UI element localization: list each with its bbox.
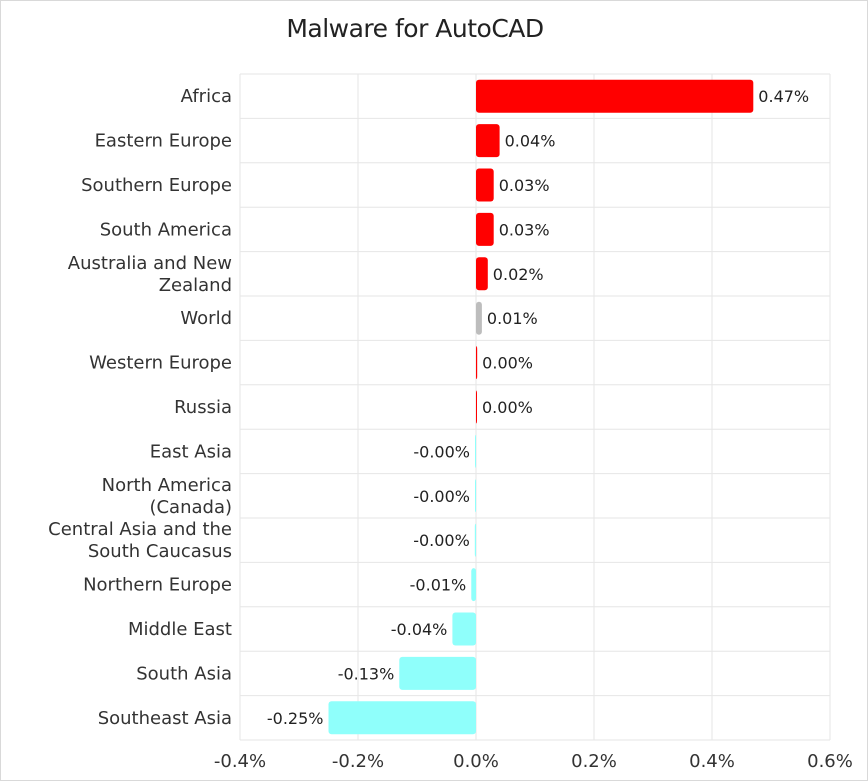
x-tick-label: 0.6% xyxy=(807,751,853,772)
category-label: Africa xyxy=(181,86,232,107)
category-label-line: Western Europe xyxy=(89,353,232,374)
bar xyxy=(471,568,476,602)
bar xyxy=(476,124,500,158)
x-tick-label: -0.4% xyxy=(214,751,266,772)
category-label: South America xyxy=(100,219,232,240)
bar xyxy=(476,212,494,246)
data-label: 0.03% xyxy=(499,220,550,239)
category-label: Russia xyxy=(174,397,232,418)
data-label: 0.01% xyxy=(487,309,538,328)
data-label: -0.25% xyxy=(267,709,324,728)
category-label: Southern Europe xyxy=(81,175,232,196)
category-label: World xyxy=(180,308,232,329)
bar xyxy=(476,79,754,113)
category-label-line: East Asia xyxy=(150,441,232,462)
bar xyxy=(399,656,476,690)
category-label-line: South Caucasus xyxy=(88,541,232,562)
category-label-line: North America xyxy=(102,475,232,496)
bar xyxy=(475,479,476,513)
bar xyxy=(476,301,482,335)
grid-lines xyxy=(239,73,831,741)
bar xyxy=(475,434,476,468)
chart-title: Malware for AutoCAD xyxy=(286,14,544,43)
data-label: 0.04% xyxy=(505,132,556,151)
category-label: Northern Europe xyxy=(83,575,232,596)
category-label-line: Southern Europe xyxy=(81,175,232,196)
category-label: North America (Canada) xyxy=(102,475,232,518)
labels: -0.4% -0.2% 0.0% 0.2% 0.4% 0.6% Africa 0.47% Eas… xyxy=(48,86,853,772)
x-tick-label: 0.4% xyxy=(689,751,735,772)
category-label: Middle East xyxy=(128,619,232,640)
category-label-line: South America xyxy=(100,219,232,240)
data-label: 0.03% xyxy=(499,176,550,195)
category-label-line: Southeast Asia xyxy=(98,708,232,729)
x-tick-label: 0.2% xyxy=(571,751,617,772)
category-label: Australia and New Zealand xyxy=(68,253,232,296)
category-label-line: World xyxy=(180,308,232,329)
category-label-line: Eastern Europe xyxy=(95,131,232,152)
category-label: East Asia xyxy=(150,441,232,462)
category-label-line: Central Asia and the xyxy=(48,519,232,540)
bar xyxy=(476,346,478,380)
bar xyxy=(476,257,488,291)
data-label: -0.01% xyxy=(410,576,467,595)
category-label: Central Asia and the South Caucasus xyxy=(48,519,232,562)
category-label-line: Russia xyxy=(174,397,232,418)
x-tick-label: 0.0% xyxy=(453,751,499,772)
category-label-line: Zealand xyxy=(159,275,232,296)
data-label: -0.00% xyxy=(413,487,470,506)
category-label: Southeast Asia xyxy=(98,708,232,729)
data-label: 0.00% xyxy=(482,354,533,373)
data-label: -0.13% xyxy=(338,664,395,683)
category-label-line: Northern Europe xyxy=(83,575,232,596)
data-label: -0.00% xyxy=(413,531,470,550)
bar xyxy=(474,523,476,557)
category-label-line: (Canada) xyxy=(149,497,232,518)
category-label: Western Europe xyxy=(89,353,232,374)
bar xyxy=(476,390,477,424)
data-label: 0.00% xyxy=(482,398,533,417)
data-label: -0.00% xyxy=(413,442,470,461)
category-label-line: Australia and New xyxy=(68,253,232,274)
data-label: 0.47% xyxy=(758,87,809,106)
category-label: Eastern Europe xyxy=(95,131,232,152)
x-tick-label: -0.2% xyxy=(332,751,384,772)
bar xyxy=(452,612,476,646)
bar xyxy=(328,701,476,735)
data-label: 0.02% xyxy=(493,265,544,284)
category-label: South Asia xyxy=(136,663,232,684)
data-label: -0.04% xyxy=(391,620,448,639)
category-label-line: Africa xyxy=(181,86,232,107)
bars xyxy=(328,79,754,735)
category-label-line: Middle East xyxy=(128,619,232,640)
category-label-line: South Asia xyxy=(136,663,232,684)
bar xyxy=(476,168,494,202)
